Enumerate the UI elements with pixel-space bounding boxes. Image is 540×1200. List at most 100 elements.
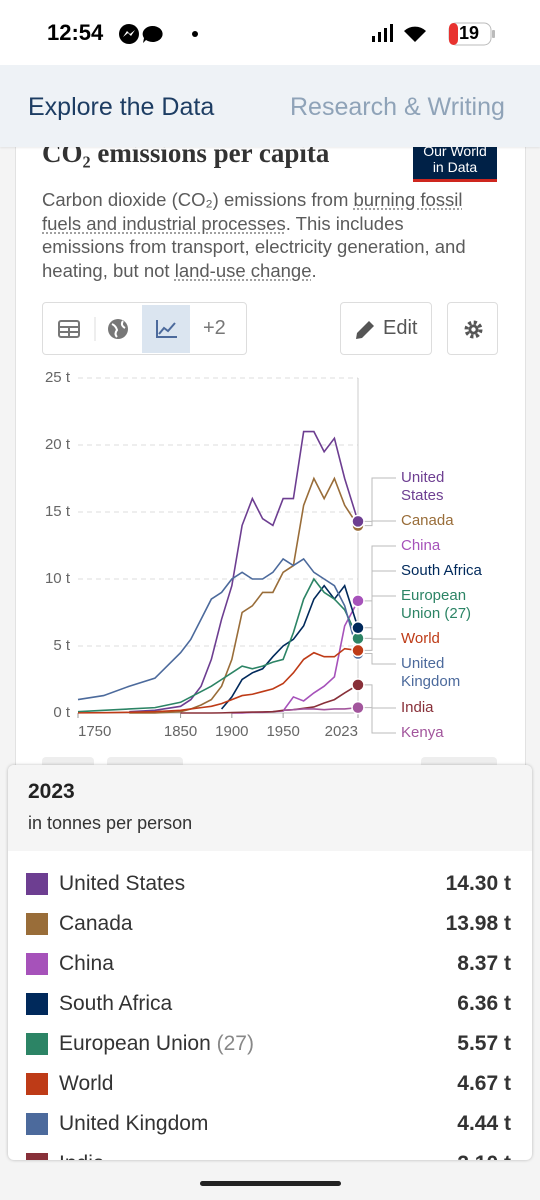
- swatch: [26, 1033, 48, 1055]
- y-tick-label: 25 t: [45, 369, 71, 386]
- row-value: 2.10 t: [457, 1152, 511, 1160]
- end-dot: [351, 643, 365, 658]
- row-value: 6.36 t: [457, 992, 511, 1015]
- subtitle-text: Carbon dioxide (CO₂) emissions from: [42, 189, 354, 210]
- end-label: European Union (27): [401, 587, 472, 622]
- battery-level: 19: [459, 23, 480, 43]
- row-label: Canada: [59, 912, 133, 936]
- tooltip-row: United Kingdom 4.44 t: [26, 1104, 511, 1144]
- row-label: European Union (27): [59, 1032, 254, 1056]
- tooltip-row: Canada 13.98 t: [26, 904, 511, 944]
- series-line: [180, 684, 359, 714]
- series-line: [220, 583, 359, 710]
- clock: 12:54: [47, 20, 104, 45]
- edit-label: Edit: [383, 317, 418, 339]
- subtitle-link[interactable]: land-use change: [174, 259, 312, 281]
- nav-bar: Explore the Data Research & Writing: [0, 65, 540, 147]
- label-leader: [364, 684, 396, 709]
- series-line: [283, 706, 359, 712]
- x-tick-label: 1850: [164, 723, 197, 740]
- more-tabs[interactable]: +2: [203, 317, 226, 339]
- series-line: [77, 557, 359, 701]
- tooltip-subtitle: in tonnes per person: [28, 813, 193, 833]
- notification-icons: [119, 24, 198, 44]
- edit-button[interactable]: Edit: [340, 302, 432, 355]
- subtitle-link[interactable]: burning fossil fuels and industrial proc…: [42, 189, 463, 234]
- end-label: United States: [401, 469, 445, 504]
- label-leader: [364, 570, 396, 629]
- end-label: Canada: [401, 512, 454, 529]
- system-icons: [372, 22, 495, 46]
- end-label: India: [401, 699, 434, 716]
- end-dot: [351, 514, 365, 529]
- row-value: 14.30 t: [445, 872, 511, 895]
- row-name: India: [59, 1152, 105, 1160]
- row-suffix: (27): [216, 1032, 254, 1055]
- subtitle-text: . This includes emissions from transport…: [42, 212, 466, 281]
- logo[interactable]: Our World in Data: [413, 140, 497, 182]
- swatch: [26, 993, 48, 1015]
- x-tick-label: 1750: [78, 723, 111, 740]
- gear-icon: [464, 320, 483, 339]
- swatch: [26, 953, 48, 975]
- end-label: World: [401, 630, 440, 647]
- tooltip-row: China 8.37 t: [26, 944, 511, 984]
- row-name: European Union: [59, 1032, 211, 1055]
- row-value: 4.44 t: [457, 1112, 511, 1135]
- row-name: China: [59, 952, 114, 975]
- tooltip-row: European Union (27) 5.57 t: [26, 1024, 511, 1064]
- tooltip-row: India 2.10 t: [26, 1144, 511, 1160]
- row-label: World: [59, 1072, 113, 1096]
- row-name: World: [59, 1072, 114, 1095]
- row-value: 5.57 t: [457, 1032, 511, 1055]
- nav-tab[interactable]: Explore the Data: [28, 93, 215, 121]
- swatch: [26, 913, 48, 935]
- row-label: United States: [59, 872, 185, 896]
- row-name: United Kingdom: [59, 1112, 209, 1135]
- end-label: China: [401, 537, 441, 554]
- chart: 0 t 5 t 10 t 15 t 20 t 25 t 1750 1850 1900 1950 20…: [45, 369, 396, 740]
- row-label: South Africa: [59, 992, 172, 1016]
- row-label: United Kingdom: [59, 1112, 208, 1136]
- end-dot: [351, 700, 365, 715]
- pencil-icon: [356, 321, 374, 339]
- label-leader: [364, 653, 396, 665]
- tab-icons: [58, 305, 190, 353]
- row-name: Canada: [59, 912, 133, 935]
- swatch: [26, 1153, 48, 1160]
- row-name: United States: [59, 872, 186, 895]
- logo-text: Our World: [423, 143, 487, 159]
- tooltip: 2023 in tonnes per person United States 1…: [8, 765, 532, 1160]
- nav-tab[interactable]: Research & Writing: [290, 93, 505, 121]
- row-value: 13.98 t: [445, 912, 511, 935]
- end-dot: [351, 594, 365, 608]
- tooltip-row: United States 14.30 t: [26, 864, 511, 904]
- tooltip-header: 2023 in tonnes per person: [8, 765, 532, 851]
- tooltip-row: World 4.67 t: [26, 1064, 511, 1104]
- label-leader: [364, 545, 396, 602]
- label-leader: [364, 707, 396, 734]
- swatch: [26, 873, 48, 895]
- label-leader: [364, 595, 396, 639]
- series-line: [77, 577, 359, 713]
- label-leader: [364, 520, 396, 527]
- end-dot: [351, 678, 365, 692]
- y-tick-label: 5 t: [53, 637, 71, 654]
- y-tick-label: 15 t: [45, 503, 71, 520]
- tooltip-row: South Africa 6.36 t: [26, 984, 511, 1024]
- status-bar: 12:54 19: [0, 0, 540, 65]
- subtitle-text: .: [311, 259, 317, 281]
- settings-button[interactable]: [447, 302, 498, 355]
- series-line: [129, 430, 359, 713]
- end-label: United Kingdom: [401, 655, 461, 690]
- chart-subtitle: Carbon dioxide (CO₂) emissions from burn…: [42, 188, 487, 282]
- label-leader: [364, 477, 396, 522]
- logo-text: in Data: [432, 159, 478, 175]
- end-label: South Africa: [401, 562, 482, 579]
- x-tick-label: 1950: [266, 723, 299, 740]
- end-dot: [351, 621, 365, 635]
- row-label: China: [59, 952, 114, 976]
- end-label: Kenya: [401, 724, 444, 741]
- chart-card: [15, 120, 526, 782]
